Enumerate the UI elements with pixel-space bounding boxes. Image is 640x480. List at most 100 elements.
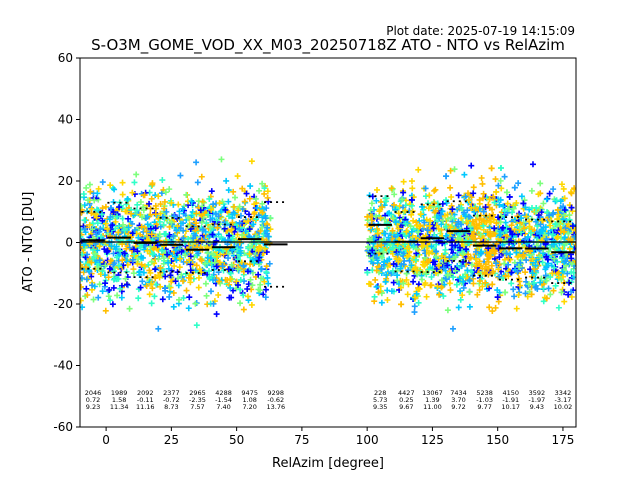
scatter-point [514, 253, 521, 260]
scatter-point [257, 244, 264, 251]
scatter-point [533, 205, 540, 212]
scatter-point [384, 257, 391, 264]
scatter-point [400, 189, 407, 196]
scatter-point [385, 234, 392, 241]
scatter-point [521, 197, 528, 204]
scatter-point [156, 233, 163, 240]
scatter-point [84, 197, 91, 204]
scatter-point [528, 229, 535, 236]
scatter-point [457, 288, 464, 295]
scatter-point [540, 280, 547, 287]
scatter-point [231, 210, 238, 217]
scatter-point [510, 286, 517, 293]
scatter-point [488, 262, 495, 269]
scatter-point [152, 266, 159, 273]
scatter-point [373, 213, 380, 220]
scatter-point [438, 284, 445, 291]
scatter-point [135, 295, 142, 302]
scatter-point [538, 217, 545, 224]
scatter-point [261, 278, 268, 285]
scatter-point [94, 190, 101, 197]
scatter-point [364, 213, 371, 220]
scatter-point [109, 222, 116, 229]
scatter-point [446, 254, 453, 261]
scatter-point [144, 221, 151, 228]
scatter-point [413, 267, 420, 274]
scatter-point [264, 274, 271, 281]
scatter-point [529, 270, 536, 277]
scatter-point [458, 263, 465, 270]
scatter-point [515, 238, 522, 245]
x-tick-label: 100 [356, 433, 379, 447]
scatter-point [160, 221, 167, 228]
scatter-point [395, 225, 402, 232]
scatter-point [234, 266, 241, 273]
scatter-point [495, 182, 502, 189]
bin-count-label: 13067 [422, 389, 443, 397]
scatter-point [80, 274, 85, 281]
scatter-point [391, 191, 398, 198]
scatter-point [499, 224, 506, 231]
scatter-point [106, 265, 113, 272]
scatter-point [492, 304, 499, 311]
scatter-point [443, 223, 450, 230]
scatter-point [208, 188, 215, 195]
scatter-point [229, 219, 236, 226]
scatter-point [180, 235, 187, 242]
scatter-point [99, 179, 106, 186]
scatter-point [376, 238, 383, 245]
scatter-point [458, 204, 465, 211]
scatter-point [149, 180, 156, 187]
scatter-point [119, 191, 126, 198]
scatter-point [261, 185, 268, 192]
scatter-point [166, 293, 173, 300]
scatter-point [263, 249, 270, 256]
scatter-point [83, 184, 90, 191]
scatter-point [568, 269, 575, 276]
scatter-point [239, 232, 246, 239]
scatter-point [508, 269, 515, 276]
scatter-point [390, 215, 397, 222]
scatter-point [237, 212, 244, 219]
scatter-point [256, 290, 263, 297]
scatter-point [422, 193, 429, 200]
scatter-point [248, 301, 255, 308]
scatter-point [402, 207, 409, 214]
scatter-point [545, 248, 552, 255]
scatter-point [229, 235, 236, 242]
scatter-point [476, 216, 483, 223]
scatter-point [476, 278, 483, 285]
scatter-point [508, 280, 515, 287]
scatter-point [386, 210, 393, 217]
scatter-point [495, 298, 502, 305]
scatter-point [493, 260, 500, 267]
scatter-point [496, 273, 503, 280]
scatter-point [478, 174, 485, 181]
scatter-point [465, 197, 472, 204]
scatter-point [223, 177, 230, 184]
scatter-point [558, 289, 565, 296]
scatter-point [246, 251, 253, 258]
bin-count-label: 4150 [502, 389, 519, 397]
scatter-point [427, 282, 434, 289]
bin-count-label: 2046 [85, 389, 102, 397]
scatter-point [164, 251, 171, 258]
scatter-point [203, 220, 210, 227]
scatter-point [433, 266, 440, 273]
scatter-point [368, 258, 375, 265]
scatter-point [415, 299, 422, 306]
scatter-point [489, 281, 496, 288]
scatter-point [88, 210, 95, 217]
scatter-point [166, 186, 173, 193]
scatter-point [264, 224, 271, 231]
scatter-point [408, 262, 415, 269]
scatter-point [468, 162, 475, 169]
scatter-point [95, 294, 102, 301]
scatter-point [192, 300, 199, 307]
scatter-point [198, 173, 205, 180]
scatter-point [552, 282, 559, 289]
scatter-point [479, 180, 486, 187]
scatter-point [102, 262, 109, 269]
scatter-point [259, 209, 266, 216]
scatter-point [121, 250, 128, 257]
